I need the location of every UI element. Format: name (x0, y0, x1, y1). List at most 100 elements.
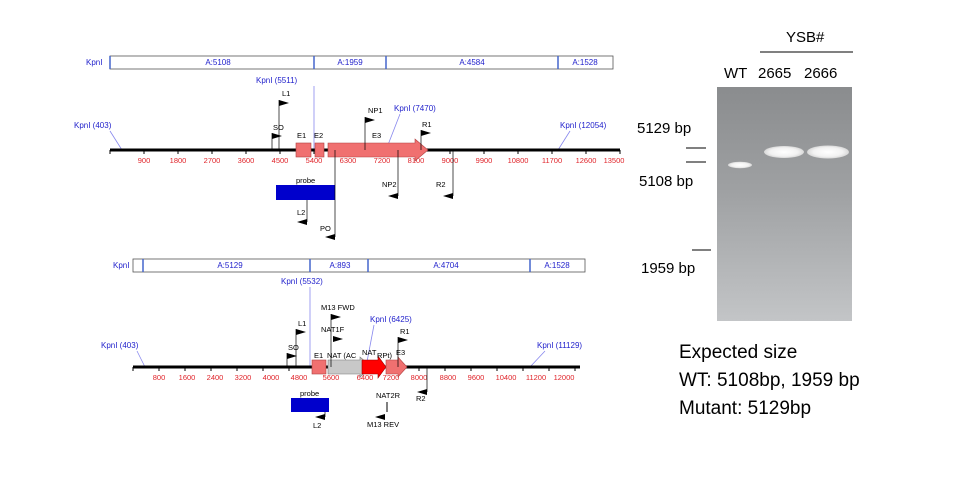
primer-arrow-icon (296, 329, 306, 335)
gel-marker-5108: 5108 bp (639, 173, 693, 190)
primer-arrow-icon (388, 193, 398, 199)
map1-probe (276, 185, 335, 200)
map2-primers-below: NAT2R M13 REV R2 L2 (313, 367, 428, 430)
map1-feature-label: E3 (372, 131, 381, 140)
primer-arrow-icon (287, 353, 297, 359)
map2-primer-m13rev: M13 REV (367, 420, 399, 429)
map1-primer-po: PO (320, 224, 331, 233)
map1-feature-label: E1 (297, 131, 306, 140)
map2-enzyme-label: KpnI (113, 261, 129, 270)
expected-title: Expected size (679, 342, 797, 363)
map2-tick-label: 2400 (207, 373, 224, 382)
map2-fragment-4: A:1528 (544, 261, 570, 270)
map2-tick-label: 11200 (526, 373, 546, 382)
map2-fragment-bar (132, 258, 586, 273)
map1-exon-e1 (295, 142, 312, 158)
expected-size-note: Expected size WT: 5108bp, 1959 bp Mutant… (679, 342, 860, 419)
map2-site-b: KpnI (6425) (370, 315, 412, 324)
map1-exon-e2 (314, 142, 325, 158)
map2-primer-nat1f: NAT1F (321, 325, 345, 334)
primer-arrow-icon (398, 337, 408, 343)
map2-fragment-2: A:893 (330, 261, 351, 270)
map2-primers: M13 FWD NAT1F L1 SO R1 (286, 303, 410, 367)
map2-feature-label: NAT (362, 348, 377, 357)
map2-tick-label: 12000 (554, 373, 575, 382)
map1-feature-label: E2 (314, 131, 323, 140)
gel-image (717, 87, 852, 321)
map1-primer-r1: R1 (422, 120, 432, 129)
primer-arrow-icon (333, 336, 343, 342)
map1-tick-label: 900 (138, 156, 151, 165)
map2-tick-label: 7200 (383, 373, 400, 382)
map2-exon-e1 (311, 359, 327, 375)
map2-probe (291, 398, 329, 412)
map1-site-left: KpnI (403) (74, 121, 112, 130)
map1-tick-label: 4500 (272, 156, 289, 165)
gel-panel: YSB# WT 2665 2666 5129 bp 5108 bp 1959 b… (637, 29, 853, 321)
map1-enzyme-label: KpnI (86, 58, 102, 67)
map2-primer-m13fwd: M13 FWD (321, 303, 355, 312)
map1-tick-label: 9000 (442, 156, 459, 165)
map2-primer-r2: R2 (416, 394, 426, 403)
map2-fragment-1: A:5129 (217, 261, 243, 270)
map1-primers: L1 SO NP1 R1 (271, 89, 432, 150)
primer-arrow-icon (365, 117, 375, 123)
map2: KpnI A:5129 A:893 A:4704 A:1528 KpnI (40… (101, 258, 586, 430)
gel-lane-label-wt: WT (724, 65, 747, 82)
map2-exon-e3 (385, 356, 408, 378)
map2-fragment-3: A:4704 (433, 261, 459, 270)
map1-primer-r2: R2 (436, 180, 446, 189)
primer-arrow-icon (279, 100, 289, 106)
map1-tick-label: 13500 (604, 156, 625, 165)
primer-arrow-icon (375, 414, 385, 420)
map1-exon-e3 (327, 138, 429, 162)
gel-band-2665 (764, 146, 804, 158)
map1-fragment-1: A:5108 (205, 58, 231, 67)
map1-primers-below: NP2 R2 L2 PO (297, 150, 454, 240)
map1-tick-label: 11700 (542, 156, 562, 165)
map2-axis: 800 1600 2400 3200 4000 4800 5600 6400 7… (132, 367, 576, 382)
map1-fragment-3: A:4584 (459, 58, 485, 67)
map2-tick-label: 10400 (496, 373, 517, 382)
map2-tick-label: 4000 (263, 373, 280, 382)
map2-nat-cassette (361, 355, 387, 379)
map2-site-right: KpnI (11129) (537, 341, 582, 350)
map2-site-left: KpnI (403) (101, 341, 139, 350)
map1-primer-l1: L1 (282, 89, 290, 98)
map2-tick-label: 5600 (323, 373, 340, 382)
map1-site-a: KpnI (5511) (256, 76, 298, 85)
map2-feature-label: RPt) (377, 351, 393, 360)
primer-arrow-icon (315, 414, 325, 420)
gel-marker-1959: 1959 bp (641, 260, 695, 277)
map1-primer-np1: NP1 (368, 106, 383, 115)
map1-tick-label: 7200 (374, 156, 391, 165)
map2-tick-label: 6400 (357, 373, 374, 382)
primer-arrow-icon (421, 130, 431, 136)
map2-primer-nat2r: NAT2R (376, 391, 401, 400)
gel-lane-label-2665: 2665 (758, 65, 791, 82)
map1-tick-label: 1800 (170, 156, 187, 165)
map1-tick-label: 3600 (238, 156, 255, 165)
primer-arrow-icon (297, 219, 307, 225)
map2-probe-label: probe (300, 389, 319, 398)
map1-tick-label: 6300 (340, 156, 357, 165)
map1-site-right: KpnI (12054) (560, 121, 607, 130)
map2-tick-label: 8000 (411, 373, 428, 382)
map1-tick-label: 2700 (204, 156, 221, 165)
map1-primer-so: SO (273, 123, 284, 132)
primer-arrow-icon (443, 193, 453, 199)
map2-tick-label: 1600 (179, 373, 196, 382)
map2-tick-label: 9600 (468, 373, 485, 382)
primer-arrow-icon (325, 234, 335, 240)
map2-primer-l2: L2 (313, 421, 321, 430)
expected-wt: WT: 5108bp, 1959 bp (679, 370, 860, 391)
gel-lane-label-2666: 2666 (804, 65, 837, 82)
map1: KpnI A:5108 A:1959 A:4584 A:1528 KpnI (4… (74, 55, 625, 240)
map1-primer-l2: L2 (297, 208, 305, 217)
gel-marker-5129: 5129 bp (637, 120, 691, 137)
expected-mutant: Mutant: 5129bp (679, 398, 811, 419)
gel-band-wt (728, 161, 752, 169)
map1-fragment-2: A:1959 (337, 58, 363, 67)
map2-feature-label: E3 (396, 348, 405, 357)
map2-tick-label: 4800 (291, 373, 308, 382)
